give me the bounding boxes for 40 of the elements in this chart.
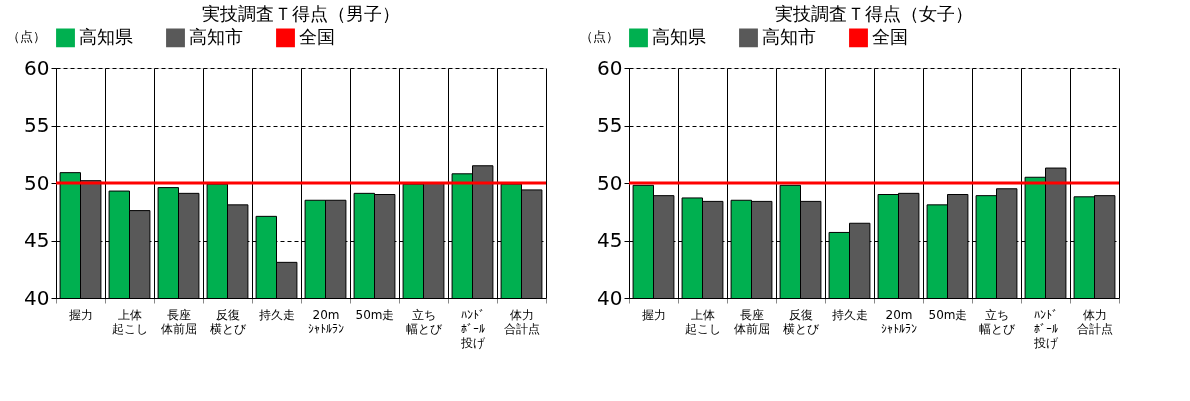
legend-label: 高知県 xyxy=(79,25,133,47)
legend-label: 高知市 xyxy=(762,25,816,47)
legend-label: 全国 xyxy=(872,25,908,47)
x-tick-label: ﾊﾝﾄﾞﾎﾞｰﾙ投げ xyxy=(460,307,486,350)
x-tick-label: 握力 xyxy=(69,307,93,322)
y-tick-label: 45 xyxy=(597,228,623,252)
legend-label: 高知市 xyxy=(189,25,243,47)
x-tick-label: 持久走 xyxy=(832,307,868,322)
x-tick-label: 50m走 xyxy=(355,307,395,322)
y-axis-title: （点） xyxy=(579,28,619,44)
legend-label: 高知県 xyxy=(652,25,706,47)
x-tick-label: ﾊﾝﾄﾞﾎﾞｰﾙ投げ xyxy=(1033,307,1059,350)
x-tick-label: 立ち幅とび xyxy=(979,307,1016,336)
x-tick-label: 長座体前屈 xyxy=(734,307,770,336)
x-tick-label: 20mｼｬﾄﾙﾗﾝ xyxy=(881,307,917,336)
x-tick-label: 反復横とび xyxy=(783,307,820,336)
x-tick-label: 長座体前屈 xyxy=(161,307,197,336)
y-tick-label: 50 xyxy=(597,170,623,195)
x-tick-label: 持久走 xyxy=(259,307,295,322)
y-tick-label: 55 xyxy=(24,113,50,137)
y-tick-label: 50 xyxy=(24,170,50,195)
x-tick-label: 体力合計点 xyxy=(1077,307,1113,336)
x-tick-label: 反復横とび xyxy=(210,307,247,336)
x-tick-label: 握力 xyxy=(642,307,666,322)
y-axis-title: （点） xyxy=(6,28,46,44)
chart-title: 実技調査Ｔ得点（男子） xyxy=(202,3,400,24)
x-tick-label: 立ち幅とび xyxy=(406,307,443,336)
y-tick-label: 40 xyxy=(24,285,50,310)
y-tick-label: 60 xyxy=(597,55,623,80)
x-tick-label: 上体起こし xyxy=(112,307,148,336)
x-tick-label: 体力合計点 xyxy=(504,307,540,336)
x-tick-label: 50m走 xyxy=(928,307,968,322)
y-tick-label: 55 xyxy=(597,113,623,137)
x-tick-label: 20mｼｬﾄﾙﾗﾝ xyxy=(308,307,344,336)
y-tick-label: 45 xyxy=(24,228,50,252)
legend-label: 全国 xyxy=(299,25,335,47)
y-tick-label: 40 xyxy=(597,285,623,310)
y-tick-label: 60 xyxy=(24,55,50,80)
x-tick-label: 上体起こし xyxy=(685,307,721,336)
chart-title: 実技調査Ｔ得点（女子） xyxy=(775,3,973,24)
